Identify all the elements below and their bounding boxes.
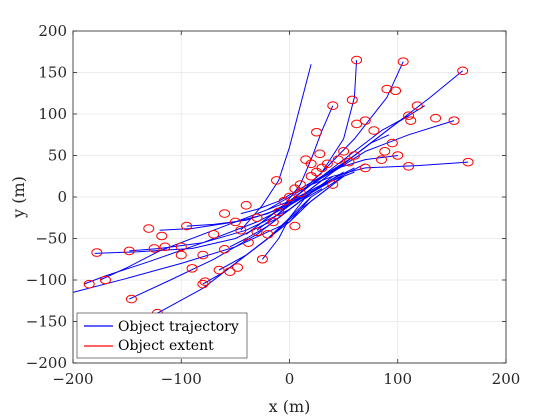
y-tick-label: 50 — [48, 147, 67, 165]
extent-ellipse — [242, 238, 254, 247]
extent-ellipse — [148, 244, 160, 253]
extent-ellipse — [99, 275, 111, 285]
extent-ellipse — [123, 246, 135, 256]
extent-ellipse — [351, 55, 363, 65]
extent-ellipse — [457, 66, 469, 76]
x-axis-label: x (m) — [269, 397, 311, 416]
extent-ellipse — [359, 163, 371, 173]
extent-ellipse — [199, 277, 211, 286]
y-axis-label: y (m) — [9, 176, 28, 219]
extent-ellipse — [251, 213, 263, 223]
y-tick-label: 0 — [57, 188, 67, 206]
extent-ellipse — [311, 127, 323, 137]
trajectory-line — [240, 64, 312, 231]
axis-tick-labels: −200 −100 0 100 200 −200 −150 −100 −50 0 50 100 150 2… — [26, 22, 521, 388]
extent-ellipse — [91, 248, 103, 257]
y-tick-label: −100 — [26, 271, 67, 289]
extent-ellipse — [156, 231, 168, 241]
trajectory-line — [229, 171, 344, 248]
extent-ellipse — [430, 113, 442, 123]
extent-ellipse — [224, 267, 236, 277]
extent-ellipse — [294, 188, 306, 198]
extent-ellipse — [321, 159, 333, 169]
y-tick-label: −200 — [26, 354, 67, 372]
extent-ellipse — [300, 155, 312, 164]
extent-ellipse — [125, 294, 137, 304]
extent-ellipse — [411, 101, 423, 110]
extent-ellipse — [448, 116, 460, 125]
extent-ellipse — [379, 147, 391, 156]
x-tick-label: 100 — [383, 370, 412, 388]
extent-ellipse — [175, 242, 187, 252]
x-tick-label: 0 — [285, 370, 295, 388]
extent-ellipse — [213, 265, 225, 275]
axis-ticks — [72, 30, 507, 364]
trajectory-line — [262, 180, 328, 260]
extent-ellipse — [314, 149, 326, 159]
extent-ellipse — [368, 126, 380, 135]
extent-ellipse — [262, 230, 274, 239]
extent-ellipse — [256, 254, 268, 264]
y-tick-label: 150 — [38, 64, 67, 82]
extent-ellipse — [327, 101, 339, 110]
extent-ellipses — [83, 55, 474, 318]
extent-ellipse — [219, 244, 231, 254]
extent-ellipse — [251, 227, 263, 237]
legend-box — [76, 312, 248, 359]
extent-ellipse — [376, 155, 388, 164]
extent-ellipse — [294, 180, 306, 189]
extent-ellipse — [390, 86, 402, 96]
extent-ellipse — [351, 119, 363, 129]
y-tick-label: 100 — [38, 105, 67, 123]
extent-ellipse — [343, 157, 355, 167]
extent-ellipse — [289, 221, 301, 231]
extent-ellipse — [271, 176, 283, 185]
extent-ellipse — [403, 111, 415, 120]
extent-ellipse — [267, 217, 279, 227]
extent-ellipse — [386, 138, 398, 148]
extent-ellipse — [397, 57, 409, 67]
extent-ellipse — [181, 221, 193, 231]
x-tick-label: −100 — [161, 370, 202, 388]
extent-ellipse — [197, 250, 209, 260]
extent-ellipse — [273, 207, 285, 217]
extent-ellipse — [208, 230, 220, 239]
trajectory-line — [267, 161, 469, 210]
extent-ellipse — [359, 116, 371, 125]
extent-ellipse — [235, 225, 247, 235]
legend-label-extent: Object extent — [118, 338, 214, 354]
extent-ellipse — [392, 151, 404, 160]
extent-ellipse — [381, 84, 393, 94]
x-tick-label: 200 — [492, 370, 521, 388]
trajectory-line — [99, 171, 355, 281]
extent-ellipse — [175, 250, 187, 260]
legend-label-trajectory: Object trajectory — [118, 319, 239, 335]
x-tick-label: −200 — [52, 370, 93, 388]
extent-ellipse — [197, 279, 209, 289]
extent-ellipse — [186, 264, 198, 273]
extent-ellipse — [284, 192, 295, 202]
extent-ellipse — [348, 151, 360, 160]
y-tick-label: −150 — [26, 313, 67, 331]
extent-ellipse — [346, 95, 358, 105]
extent-ellipse — [219, 209, 231, 218]
extent-ellipse — [232, 263, 244, 272]
extent-ellipse — [229, 217, 241, 227]
extent-ellipse — [332, 155, 344, 164]
trajectory-line — [218, 175, 344, 271]
extent-ellipse — [405, 116, 417, 125]
extent-ellipse — [240, 201, 252, 210]
extent-ellipse — [338, 147, 350, 156]
y-tick-label: −50 — [35, 230, 67, 248]
y-tick-label: 200 — [38, 22, 67, 40]
extent-ellipse — [403, 161, 415, 171]
extent-ellipse — [462, 157, 474, 167]
extent-ellipse — [327, 180, 339, 189]
legend: Object trajectory Object extent — [76, 312, 248, 359]
extent-ellipse — [143, 224, 155, 233]
extent-ellipse — [159, 242, 171, 252]
extent-ellipse — [83, 279, 95, 289]
